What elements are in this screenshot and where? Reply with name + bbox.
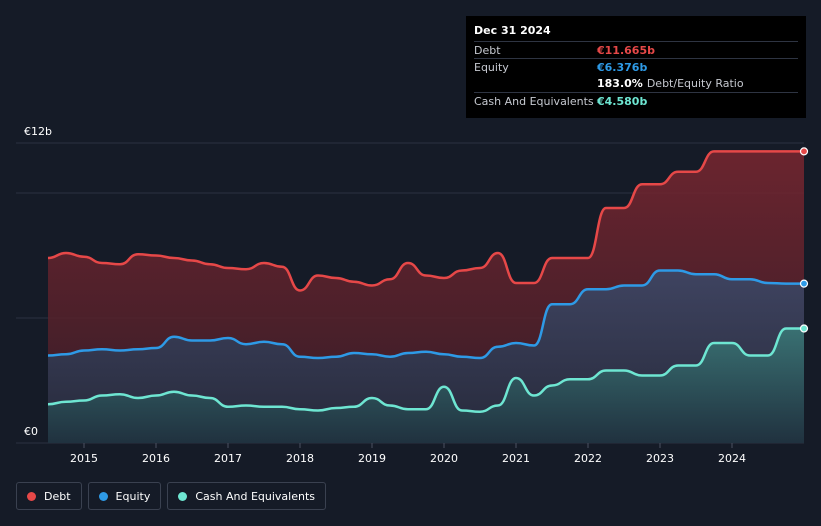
chart-legend: Debt Equity Cash And Equivalents — [16, 482, 326, 510]
line-cash-and-equivalents — [47, 327, 804, 414]
x-tick-label: 2017 — [214, 452, 242, 465]
series-endpoints — [799, 147, 809, 333]
area-cash-and-equivalents — [48, 328, 804, 443]
tooltip-row-ratio: 183.0% Debt/Equity Ratio — [474, 75, 798, 92]
x-tick-label: 2016 — [142, 452, 170, 465]
legend-label: Debt — [44, 489, 71, 503]
line-equity — [47, 269, 804, 360]
legend-label: Cash And Equivalents — [195, 489, 315, 503]
tooltip-label — [474, 75, 597, 92]
legend-item-equity[interactable]: Equity — [87, 482, 162, 510]
series-areas — [48, 151, 804, 443]
line-debt — [47, 150, 804, 292]
x-tick-label: 2023 — [646, 452, 674, 465]
tooltip-value-cash: €4.580b — [597, 95, 648, 108]
x-tick-label: 2022 — [574, 452, 602, 465]
x-tick-label: 2019 — [358, 452, 386, 465]
x-tick-label: 2015 — [70, 452, 98, 465]
tooltip-row-cash: Cash And Equivalents €4.580b — [474, 92, 798, 109]
tooltip-value-equity: €6.376b — [597, 61, 648, 74]
tooltip-panel: Dec 31 2024 Debt €11.665b Equity €6.376b… — [466, 16, 806, 118]
endpoint-debt — [799, 147, 809, 156]
legend-item-cash[interactable]: Cash And Equivalents — [167, 482, 326, 510]
y-axis-min-label: €0 — [24, 425, 38, 438]
tooltip-value-ratio: 183.0% — [597, 77, 643, 90]
y-axis-max-label: €12b — [24, 125, 52, 138]
tooltip-label: Debt — [474, 44, 501, 57]
x-tick-label: 2021 — [502, 452, 530, 465]
tooltip-label: Equity — [474, 61, 509, 74]
tooltip-row-equity: Equity €6.376b — [474, 58, 798, 75]
x-axis-ticks: 2015 2016 2017 2018 2019 2020 2021 2022 2023 2024 — [70, 443, 746, 465]
legend-item-debt[interactable]: Debt — [16, 482, 82, 510]
x-tick-label: 2018 — [286, 452, 314, 465]
legend-dot-equity — [98, 491, 108, 501]
endpoint-equity — [799, 279, 809, 288]
tooltip-row-debt: Debt €11.665b — [474, 41, 798, 58]
tooltip-ratio-suffix: Debt/Equity Ratio — [646, 77, 744, 90]
series-lines — [47, 150, 804, 414]
tooltip-value-debt: €11.665b — [597, 44, 655, 57]
x-tick-label: 2024 — [718, 452, 746, 465]
tooltip-label: Cash And Equivalents — [474, 95, 594, 108]
legend-dot-debt — [27, 491, 36, 501]
x-tick-label: 2020 — [430, 452, 458, 465]
legend-label: Equity — [115, 489, 151, 503]
endpoint-cash-and-equivalents — [799, 324, 809, 333]
legend-dot-cash — [178, 491, 188, 501]
tooltip-date: Dec 31 2024 — [474, 24, 551, 37]
